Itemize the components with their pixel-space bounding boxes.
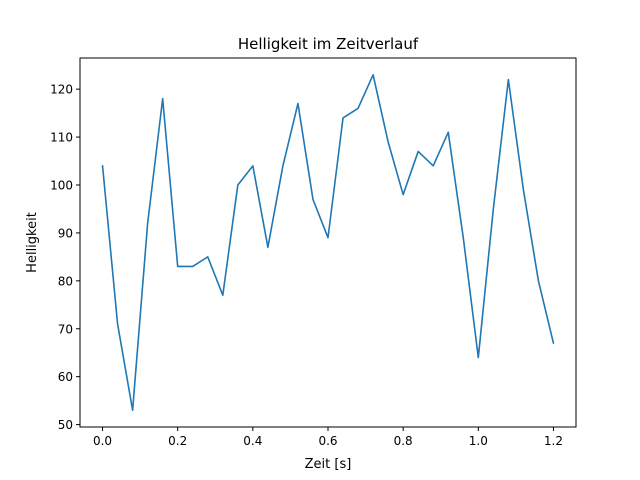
- x-tick-label: 0.0: [93, 434, 112, 448]
- y-tick-label: 80: [58, 274, 73, 288]
- x-axis: 0.0 0.2 0.4 0.6 0.8 1.0 1.2: [93, 427, 563, 448]
- y-tick-label: 100: [50, 178, 73, 192]
- series-line: [101, 73, 555, 412]
- y-tick-label: 90: [58, 226, 73, 240]
- y-tick-label: 70: [58, 322, 73, 336]
- y-tick-label: 120: [50, 83, 73, 97]
- y-tick-label: 110: [50, 131, 73, 145]
- x-tick-label: 0.8: [394, 434, 413, 448]
- x-tick-label: 0.2: [168, 434, 187, 448]
- y-axis-label: Helligkeit: [25, 212, 40, 273]
- x-tick-label: 1.2: [544, 434, 563, 448]
- x-tick-label: 1.0: [469, 434, 488, 448]
- x-axis-label: Zeit [s]: [305, 457, 352, 472]
- x-tick-label: 0.6: [318, 434, 337, 448]
- y-axis: 50 60 70 80 90 100 110 120: [50, 83, 80, 432]
- chart-title: Helligkeit im Zeitverlauf: [238, 35, 419, 53]
- plot-area: [101, 73, 555, 412]
- y-tick-label: 50: [58, 418, 73, 432]
- y-tick-label: 60: [58, 370, 73, 384]
- axes-frame: [79, 57, 577, 428]
- x-tick-label: 0.4: [243, 434, 262, 448]
